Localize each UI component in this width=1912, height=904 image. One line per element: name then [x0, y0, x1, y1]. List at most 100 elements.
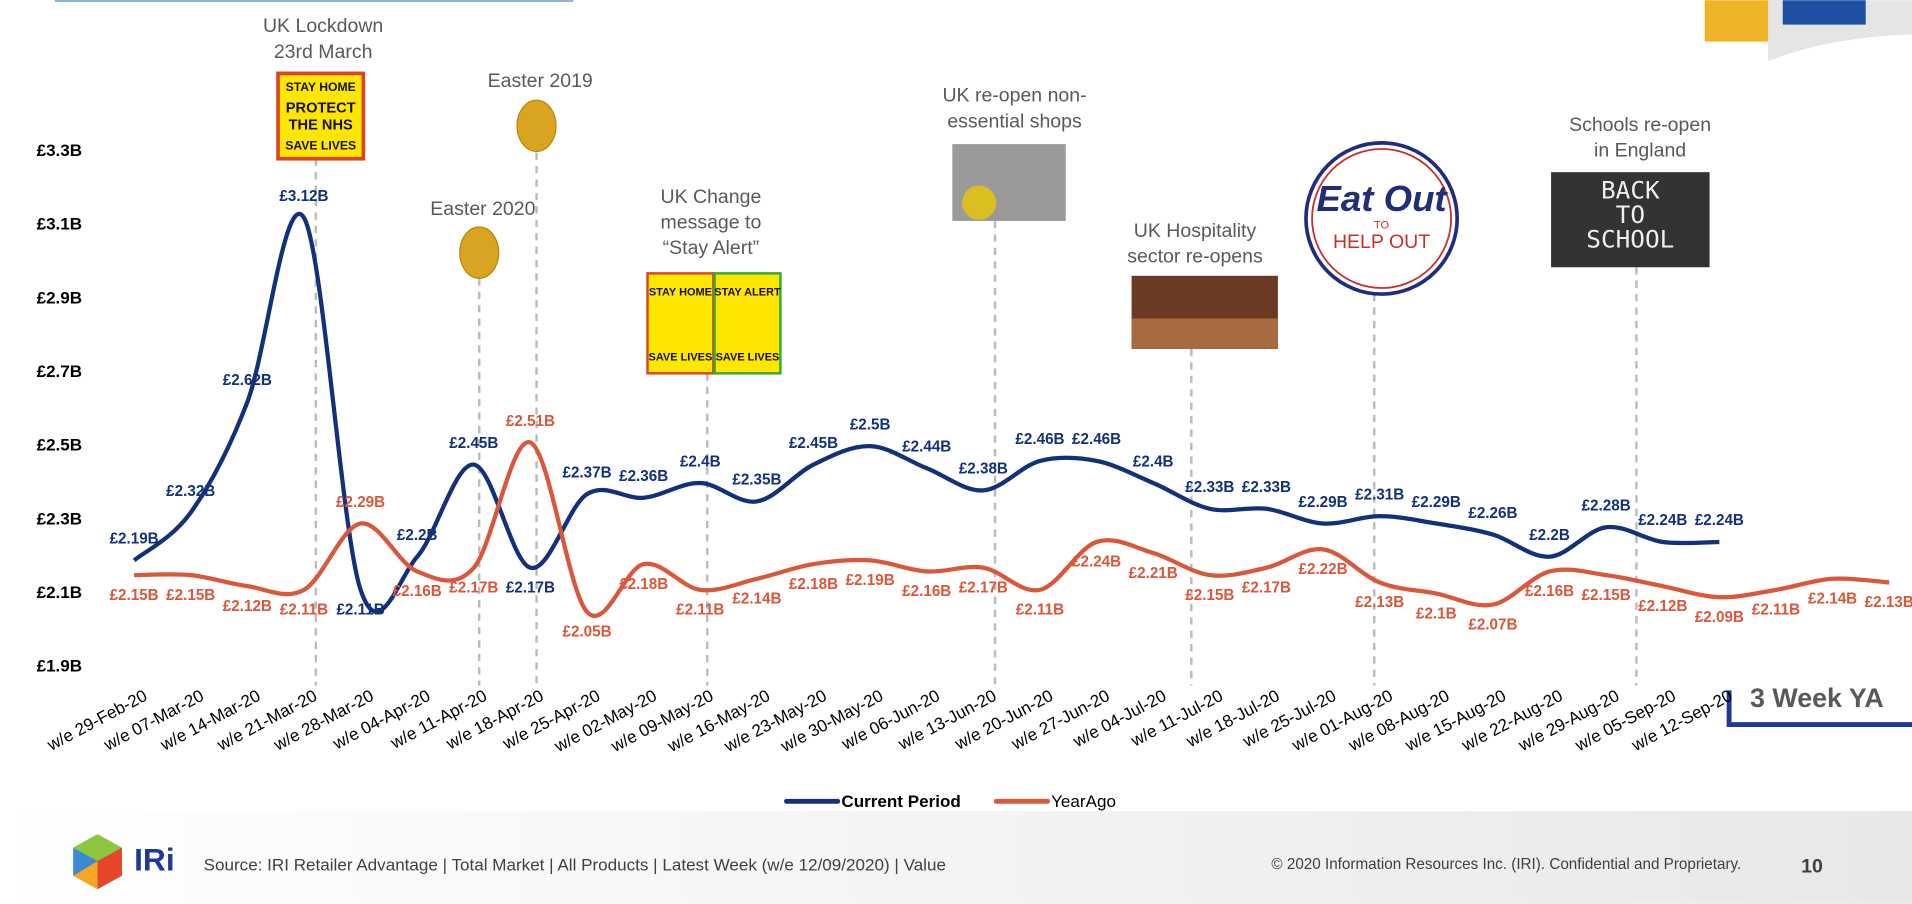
source: Source: IRI Retailer Advantage | Total M… [204, 855, 946, 874]
corner-logo [1704, 0, 1912, 62]
sign-text: SAVE LIVES [716, 351, 780, 363]
data-label: £2.2B [397, 527, 438, 544]
y-tick-label: £2.1B [37, 583, 83, 602]
sign-text: SAVE LIVES [285, 139, 356, 153]
data-label: £2.45B [449, 435, 498, 452]
badge: 3 Week YA [1750, 683, 1884, 713]
chalk-text: TO [1616, 200, 1645, 229]
egg-image [459, 226, 500, 279]
logo-image [1304, 141, 1459, 296]
data-label: £2.18B [619, 576, 668, 593]
data-label: £2.16B [902, 583, 951, 600]
data-label: £2.13B [1355, 594, 1404, 611]
data-label: £2.4B [1133, 453, 1174, 470]
data-label: £2.12B [223, 598, 272, 615]
data-label: £2.22B [1299, 561, 1348, 578]
sign-image [713, 272, 782, 375]
sign-text: STAY ALERT [714, 287, 781, 299]
data-label: £2.37B [562, 464, 611, 481]
annotation-text: in England [1594, 140, 1686, 162]
data-label: £2.1B [1416, 605, 1457, 622]
data-label: £2.19B [110, 531, 159, 548]
data-label: £2.46B [1072, 431, 1121, 448]
data-label: £2.29B [336, 494, 385, 511]
data-label: £2.24B [1695, 512, 1744, 529]
sign-text: STAY HOME [649, 287, 712, 299]
y-tick-label: £2.7B [37, 362, 83, 381]
logo-text: HELP OUT [1333, 231, 1430, 253]
data-label: £2.11B [1016, 602, 1064, 619]
data-label: £2.15B [166, 587, 215, 604]
data-label: £2.33B [1242, 479, 1291, 496]
annotation-text: “Stay Alert” [663, 237, 759, 259]
chalk-text: BACK [1601, 176, 1660, 205]
sign-text: SAVE LIVES [649, 351, 713, 363]
data-label: £2.5B [850, 416, 891, 433]
data-label: £2.26B [1468, 505, 1517, 522]
data-label: £3.12B [279, 188, 328, 205]
y-tick-label: £3.3B [37, 141, 83, 160]
data-label: £2.19B [846, 572, 895, 589]
data-label: £2.24B [1072, 554, 1121, 571]
data-label: £2.17B [506, 580, 555, 597]
data-label: £2.62B [223, 372, 272, 389]
data-label: £2.14B [1808, 591, 1857, 608]
data-label: £2.17B [959, 580, 1008, 597]
data-label: £2.38B [959, 461, 1008, 478]
data-label: £2.45B [789, 435, 838, 452]
data-label: £2.13B [1865, 594, 1912, 611]
data-label: £2.15B [1582, 587, 1631, 604]
data-label: £2.15B [110, 587, 159, 604]
footer-logo [73, 834, 122, 890]
annotation-text: Schools re-open [1569, 114, 1711, 136]
photo-detail [1131, 318, 1278, 349]
data-label: £2.11B [676, 602, 724, 619]
data-label: £2.14B [732, 591, 781, 608]
y-tick-label: £1.9B [37, 657, 83, 676]
annotation-text: Easter 2020 [430, 198, 535, 220]
annotation-text: message to [660, 212, 761, 234]
data-label: £2.12B [1638, 598, 1687, 615]
data-label: £2.16B [393, 583, 442, 600]
sign-image [646, 272, 715, 375]
footer-bg [0, 811, 1912, 904]
sign-text: STAY HOME [286, 80, 356, 94]
data-label: £2.17B [449, 580, 498, 597]
data-label: £2.31B [1355, 486, 1404, 503]
data-label: £2.33B [1185, 479, 1234, 496]
logo-text: IRi [134, 842, 175, 878]
data-label: £2.21B [1129, 565, 1178, 582]
annotation-text: sector re-opens [1127, 246, 1263, 268]
data-label: £2.09B [1695, 609, 1744, 626]
page-number: 10 [1801, 855, 1823, 877]
legend-label: Current Period [841, 792, 960, 811]
y-tick-label: £3.1B [37, 215, 83, 234]
photo-image [1551, 172, 1710, 268]
egg-image [516, 99, 557, 153]
annotation-text: UK Hospitality [1134, 220, 1257, 242]
data-label: £2.11B [1752, 602, 1800, 619]
annotation-text: Easter 2019 [488, 70, 593, 92]
data-label: £2.36B [619, 468, 668, 485]
annotation-text: essential shops [947, 110, 1082, 132]
data-label: £2.35B [732, 472, 781, 489]
data-label: £2.4B [680, 453, 721, 470]
logo-text: Eat Out [1317, 178, 1449, 219]
data-label: £2.46B [1015, 431, 1064, 448]
data-label: £2.18B [789, 576, 838, 593]
data-label: £2.07B [1468, 616, 1517, 633]
series-line [132, 212, 1720, 614]
data-label: £2.51B [506, 413, 555, 430]
annotation-text: UK Change [660, 186, 761, 208]
y-tick-label: £2.3B [37, 509, 83, 528]
y-tick-label: £2.5B [37, 436, 83, 455]
logo-ring [1311, 148, 1452, 289]
sign-image [276, 71, 366, 161]
sign-text: PROTECT [286, 101, 356, 117]
data-label: £2.28B [1582, 498, 1631, 515]
logo-text: TO [1374, 220, 1389, 232]
data-label: £2.16B [1525, 583, 1574, 600]
series-line [134, 440, 1890, 618]
data-label: £2.29B [1412, 494, 1461, 511]
